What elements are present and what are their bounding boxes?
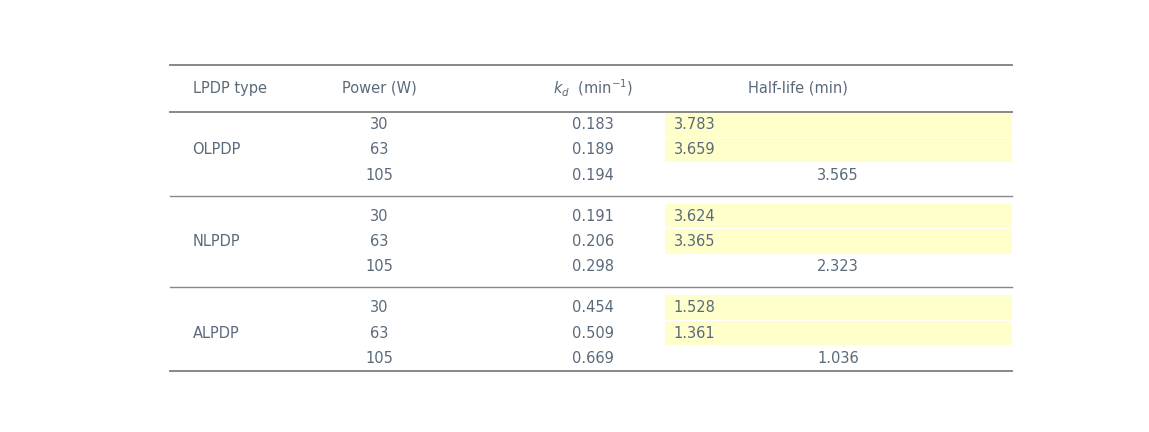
Text: 0.454: 0.454 [572, 300, 615, 315]
Text: 63: 63 [370, 234, 388, 249]
Text: 30: 30 [370, 300, 388, 315]
Text: 2.323: 2.323 [817, 259, 859, 274]
Text: 0.194: 0.194 [572, 168, 615, 183]
Bar [664, 204, 1012, 228]
Text: 63: 63 [370, 326, 388, 340]
Text: 3.659: 3.659 [673, 143, 715, 157]
Text: 0.191: 0.191 [572, 209, 615, 223]
Text: 3.565: 3.565 [817, 168, 859, 183]
Text: NLPDP: NLPDP [193, 234, 240, 249]
Text: 0.509: 0.509 [572, 326, 615, 340]
Text: OLPDP: OLPDP [193, 143, 241, 157]
Text: Power (W): Power (W) [342, 81, 417, 96]
Text: 0.298: 0.298 [572, 259, 615, 274]
Text: 105: 105 [365, 168, 394, 183]
Bar [664, 229, 1012, 254]
Text: ALPDP: ALPDP [193, 326, 239, 340]
Text: 0.206: 0.206 [572, 234, 615, 249]
Text: 3.783: 3.783 [673, 117, 715, 132]
Text: 0.669: 0.669 [572, 351, 615, 366]
Text: 63: 63 [370, 143, 388, 157]
Text: 1.361: 1.361 [673, 326, 715, 340]
Bar [664, 138, 1012, 162]
Bar [664, 112, 1012, 137]
Bar [664, 295, 1012, 320]
Text: $k_d$  (min$^{-1}$): $k_d$ (min$^{-1}$) [554, 78, 633, 99]
Bar [664, 321, 1012, 345]
Text: Half-life (min): Half-life (min) [748, 81, 848, 96]
Text: 105: 105 [365, 259, 394, 274]
Text: 1.036: 1.036 [817, 351, 859, 366]
Text: 105: 105 [365, 351, 394, 366]
Text: 0.189: 0.189 [572, 143, 615, 157]
Text: 3.365: 3.365 [673, 234, 715, 249]
Text: 1.528: 1.528 [673, 300, 716, 315]
Text: 3.624: 3.624 [673, 209, 715, 223]
Text: 0.183: 0.183 [572, 117, 615, 132]
Text: 30: 30 [370, 117, 388, 132]
Text: 30: 30 [370, 209, 388, 223]
Text: LPDP type: LPDP type [193, 81, 267, 96]
